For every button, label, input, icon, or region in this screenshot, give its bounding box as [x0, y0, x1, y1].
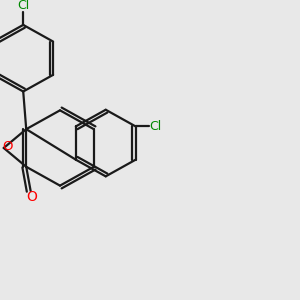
Text: O: O [2, 140, 13, 153]
Text: Cl: Cl [150, 120, 162, 133]
Text: O: O [27, 190, 38, 204]
Text: Cl: Cl [17, 0, 29, 12]
